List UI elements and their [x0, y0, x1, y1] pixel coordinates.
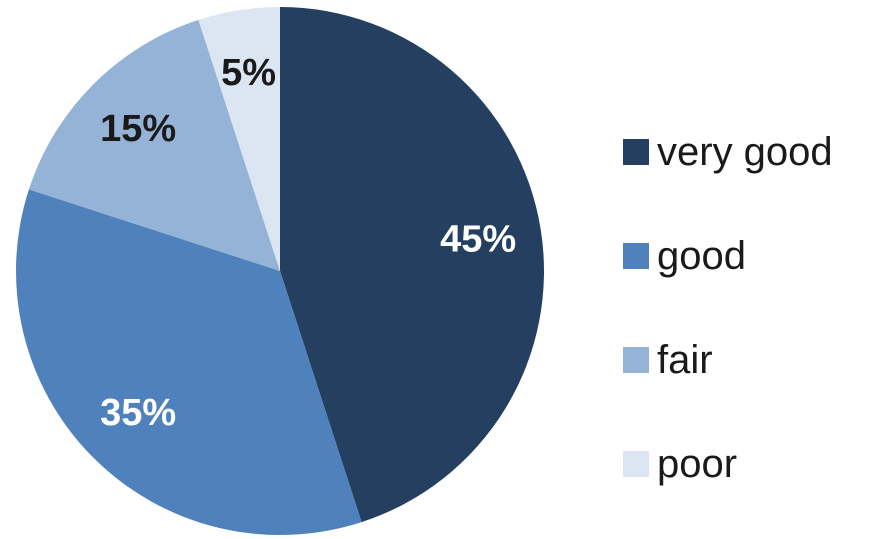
data-label-poor: 5% — [221, 52, 276, 94]
pie-slices — [15, 6, 545, 536]
legend-swatch-fair — [623, 347, 649, 373]
legend-swatch-poor — [623, 451, 649, 477]
pie-slice-good — [15, 189, 362, 536]
legend-item-fair: fair — [623, 308, 833, 412]
legend-label-good: good — [657, 234, 746, 278]
pie-slice-very-good — [280, 7, 545, 523]
legend-item-poor: poor — [623, 412, 833, 516]
legend-label-fair: fair — [657, 338, 713, 382]
chart-legend: very good good fair poor — [623, 100, 833, 516]
data-label-good: 35% — [100, 392, 176, 434]
legend-label-poor: poor — [657, 442, 738, 486]
legend-item-good: good — [623, 204, 833, 308]
pie-slice-poor — [198, 6, 280, 271]
legend-swatch-very-good — [623, 139, 649, 165]
pie-slice-fair — [28, 19, 281, 272]
pie-data-labels: 45% 35% 15% 5% — [100, 52, 516, 434]
legend-swatch-good — [623, 243, 649, 269]
legend-item-very-good: very good — [623, 100, 833, 204]
legend-label-very-good: very good — [657, 130, 833, 174]
data-label-very-good: 45% — [440, 219, 516, 261]
data-label-fair: 15% — [100, 108, 176, 150]
